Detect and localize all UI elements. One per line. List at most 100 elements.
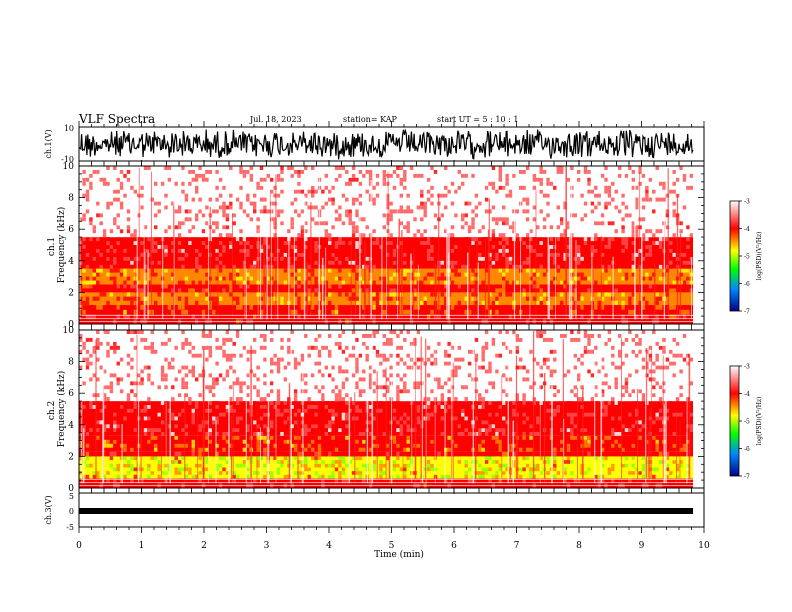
- spectrogram-cell: [426, 189, 431, 194]
- spectrogram-cell: [341, 229, 346, 234]
- spectrogram-cell: [119, 357, 124, 362]
- spectrogram-cell: [133, 241, 138, 245]
- spectrogram-cell: [618, 292, 622, 297]
- spectrogram-cell: [594, 260, 598, 265]
- spectrogram-cell: [92, 268, 97, 273]
- spectrogram-cell: [314, 288, 318, 293]
- spectrogram-cell: [505, 237, 509, 242]
- spectrogram-cell: [218, 471, 223, 475]
- spectrogram-cell: [276, 337, 281, 342]
- spectrogram-cell: [682, 309, 687, 315]
- spectrogram-cell: [143, 405, 148, 409]
- spectrogram-cell: [560, 314, 564, 320]
- spectrogram-cell: [290, 424, 294, 429]
- spectrogram-cell: [563, 241, 567, 245]
- spectrogram-cell: [368, 166, 373, 170]
- spectrogram-cell: [222, 456, 226, 461]
- spectrogram-cell: [665, 268, 670, 273]
- spectrogram-cell: [573, 288, 578, 293]
- spectrogram-cell: [525, 292, 530, 297]
- spectrogram-cell: [686, 260, 690, 265]
- spectrogram-cell: [89, 221, 93, 226]
- spectrogram-cell: [372, 170, 376, 174]
- spectrogram-cell: [293, 245, 298, 249]
- spectrogram-cell: [566, 237, 571, 242]
- spectrogram-cell: [239, 173, 243, 178]
- spectrogram-cell: [375, 268, 380, 273]
- spectrogram-cell: [239, 256, 243, 261]
- spectrogram-cell: [167, 173, 172, 178]
- spectrogram-cell: [113, 412, 117, 417]
- spectrogram-cell: [85, 345, 90, 350]
- figure-title: VLF Spectra: [78, 112, 155, 126]
- spectrogram-cell: [198, 264, 202, 269]
- spectrogram-cell: [324, 185, 329, 190]
- spectrogram-cell: [515, 189, 520, 194]
- spectrogram-cell: [461, 280, 465, 285]
- spectrogram-cell: [300, 252, 305, 257]
- spectrogram-cell: [266, 193, 271, 198]
- spectrogram-cell: [239, 197, 243, 202]
- spectrogram-cell: [113, 217, 117, 222]
- spectrogram-cell: [82, 300, 86, 305]
- spectrogram-cell: [246, 393, 250, 398]
- spectrogram-cell: [362, 181, 366, 186]
- spectrogram-cell: [573, 213, 578, 218]
- spectrogram-cell: [515, 173, 520, 178]
- spectrogram-cell: [406, 193, 410, 198]
- spectrogram-cell: [222, 189, 226, 194]
- spectrogram-cell: [358, 193, 363, 198]
- spectrogram-cell: [181, 264, 185, 269]
- spectrogram-cell: [229, 272, 233, 277]
- spectrogram-cell: [358, 166, 363, 170]
- spectrogram-cell: [583, 181, 588, 186]
- spectrogram-cell: [164, 373, 168, 378]
- spectrogram-cell: [457, 300, 462, 305]
- spectrogram-cell: [208, 424, 213, 429]
- spectrogram-cell: [232, 353, 236, 358]
- spectrogram-cell: [505, 181, 509, 186]
- spectrogram-cell: [362, 217, 366, 222]
- spectrogram-cell: [379, 292, 383, 297]
- spectrogram-cell: [604, 205, 608, 210]
- spectrogram-cell: [399, 205, 404, 210]
- spectrogram-cell: [293, 435, 298, 440]
- spectrogram-cell: [604, 296, 608, 301]
- spectrogram-cell: [358, 181, 363, 186]
- spectrogram-cell: [430, 166, 434, 170]
- spectrogram-cell: [341, 280, 346, 285]
- spectrogram-cell: [205, 272, 209, 277]
- spectrogram-cell: [307, 221, 311, 226]
- spectrogram-cell: [379, 181, 383, 186]
- spectrogram-cell: [283, 439, 288, 444]
- spectrogram-cell: [583, 237, 588, 242]
- spectrogram-cell: [259, 221, 264, 226]
- spectrogram-cell: [624, 213, 629, 218]
- spectrogram-cell: [106, 197, 110, 202]
- spectrogram-cell: [375, 241, 380, 245]
- spectrogram-cell: [99, 300, 103, 305]
- spectrogram-cell: [133, 401, 138, 405]
- spectrogram-cell: [539, 252, 543, 257]
- spectrogram-cell: [235, 284, 240, 289]
- spectrogram-cell: [614, 280, 618, 285]
- spectrogram-cell: [631, 264, 636, 269]
- spectrogram-cell: [392, 209, 397, 214]
- spectrogram-cell: [82, 345, 86, 350]
- spectrogram-cell: [641, 173, 646, 178]
- spectrogram-cell: [638, 225, 642, 230]
- spectrogram-cell: [556, 205, 561, 210]
- spectrogram-cell: [225, 353, 230, 358]
- spectrogram-cell: [560, 280, 564, 285]
- spectrogram-cell: [461, 189, 465, 194]
- spectrogram-cell: [583, 276, 588, 281]
- spectrogram-cell: [311, 221, 315, 226]
- spectrogram-cell: [249, 334, 254, 338]
- spectrogram-cell: [328, 369, 332, 374]
- spectrogram-cell: [645, 197, 649, 202]
- spectrogram-cell: [109, 463, 114, 468]
- spectrogram-cell: [116, 268, 120, 273]
- spectrogram-cell: [542, 233, 547, 238]
- spectrogram-cell: [433, 229, 438, 234]
- spectrogram-cell: [283, 209, 288, 214]
